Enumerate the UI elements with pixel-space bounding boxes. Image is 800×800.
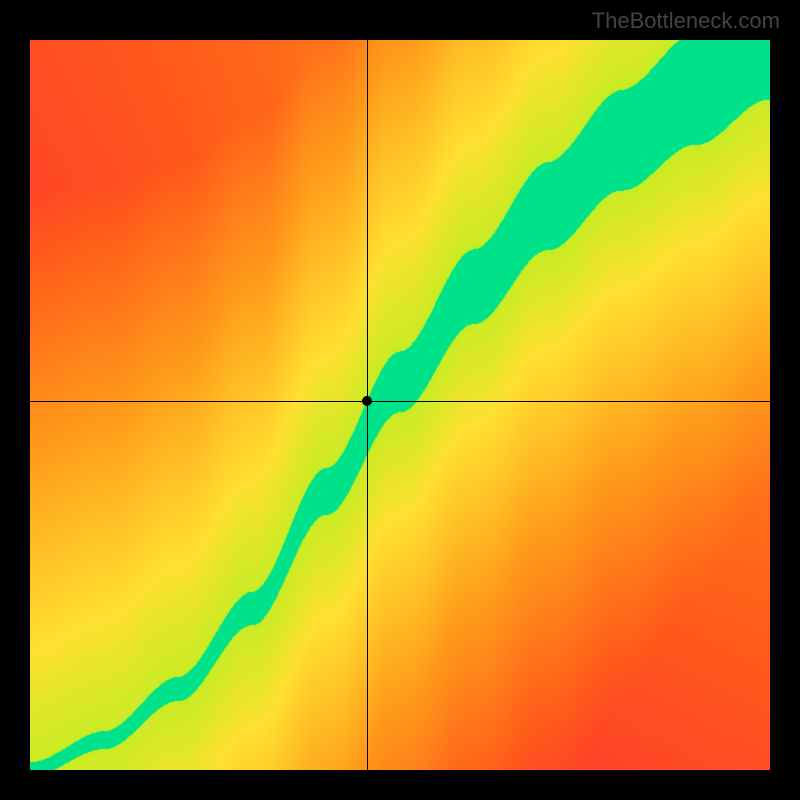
heatmap-canvas <box>30 40 770 770</box>
chart-container: TheBottleneck.com <box>0 0 800 800</box>
crosshair-horizontal <box>30 401 770 402</box>
plot-area <box>30 40 770 770</box>
watermark-text: TheBottleneck.com <box>592 8 780 34</box>
crosshair-marker <box>362 396 372 406</box>
